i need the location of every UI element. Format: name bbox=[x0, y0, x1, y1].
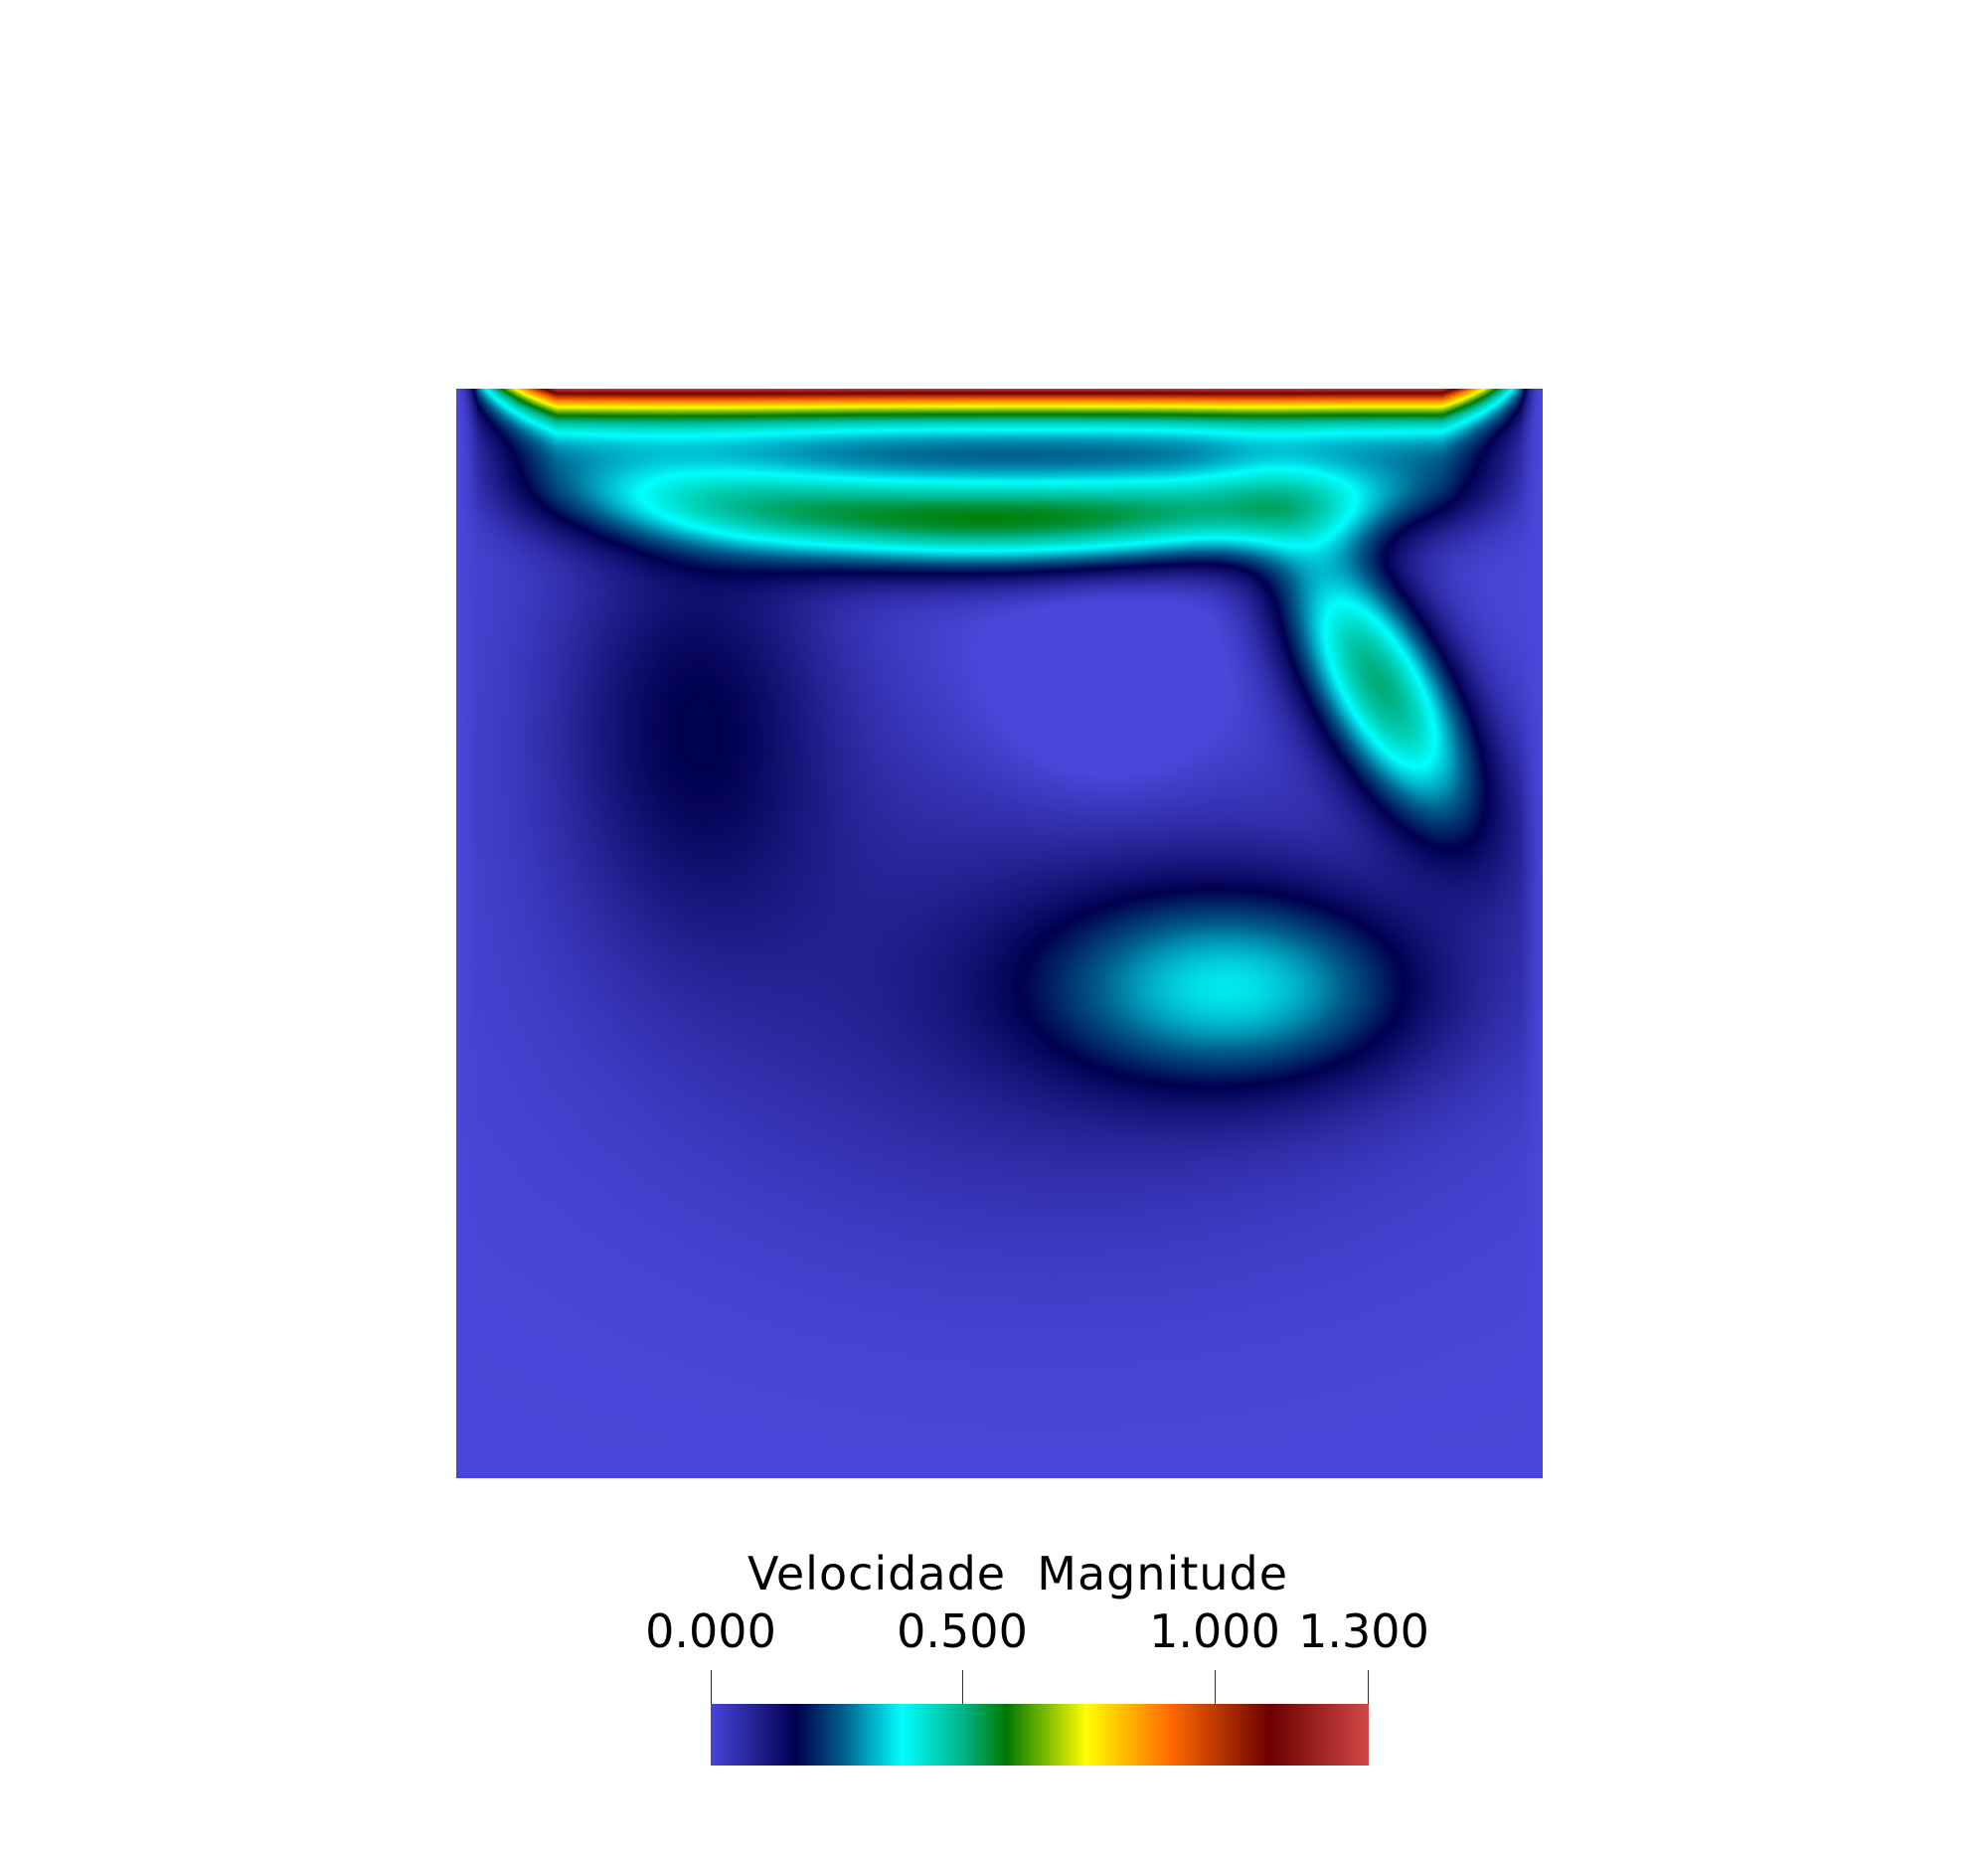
tick-mark-2 bbox=[1215, 1670, 1216, 1704]
tick-mark-0 bbox=[711, 1670, 712, 1704]
velocity-magnitude-field bbox=[456, 389, 1543, 1478]
tick-label-0: 0.000 bbox=[645, 1604, 776, 1658]
tick-label-3: 1.300 bbox=[1298, 1604, 1429, 1658]
tick-label-2: 1.000 bbox=[1149, 1604, 1280, 1658]
color-bar bbox=[711, 1704, 1369, 1766]
tick-mark-1 bbox=[962, 1670, 963, 1704]
tick-mark-3 bbox=[1368, 1670, 1369, 1704]
legend-title: Velocidade Magnitude bbox=[746, 1547, 1289, 1600]
tick-label-1: 0.500 bbox=[897, 1604, 1028, 1658]
